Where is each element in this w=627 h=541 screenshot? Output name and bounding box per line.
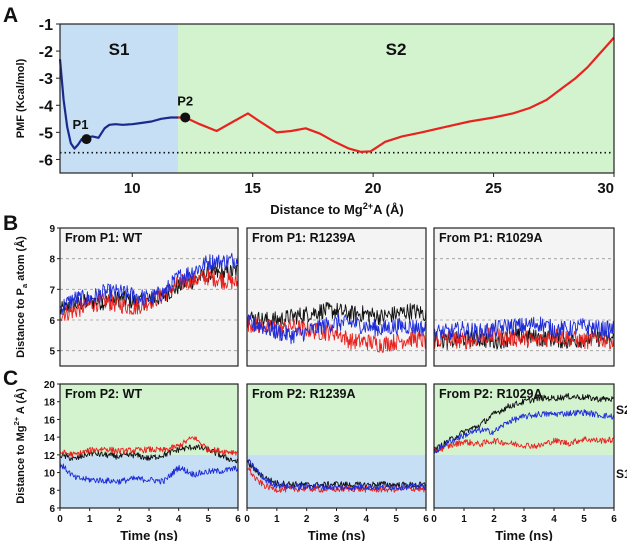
pmf-line-s1 — [58, 59, 178, 150]
xtick-label-a: 20 — [365, 180, 382, 197]
marker-p2 — [180, 112, 191, 123]
trace-black — [247, 301, 427, 329]
panel-bg — [434, 228, 614, 366]
ytick-label-c: 12 — [44, 451, 56, 462]
xtick-label-c: 0 — [431, 514, 437, 525]
ytick-label-b: 5 — [49, 347, 55, 358]
region-label-s1: S1 — [616, 467, 627, 481]
xtick-label-c: 3 — [146, 514, 152, 525]
ylabel-a: PMF (Kcal/mol) — [15, 58, 27, 138]
panel-title: From P1: WT — [65, 231, 142, 245]
xtick-label-c: 4 — [176, 514, 182, 525]
xlabel-a: Distance to Mg2+A (Å) — [270, 201, 403, 217]
xtick-label-c: 0 — [57, 514, 63, 525]
ytick-label-a: -6 — [39, 152, 53, 169]
xtick-label-a: 15 — [244, 180, 261, 197]
xlabel-c: Time (ns) — [308, 528, 366, 541]
xtick-label-c: 0 — [244, 514, 250, 525]
ytick-label-c: 16 — [44, 415, 56, 426]
panel-title: From P2: R1239A — [252, 387, 356, 401]
ylabel-b: Distance to Pa atom (Å) — [14, 236, 29, 358]
panel-title: From P2: R1029A — [439, 387, 543, 401]
xtick-label-c: 4 — [551, 514, 557, 525]
panel-label-b: B — [3, 212, 18, 235]
trace-blue — [246, 458, 427, 492]
region-s1 — [60, 24, 179, 173]
axes-frame-b — [246, 227, 427, 367]
axes-frame-a — [59, 23, 615, 174]
xtick-label-c: 6 — [611, 514, 617, 525]
ytick-label-c: 20 — [44, 380, 56, 391]
trace-red — [433, 326, 615, 350]
trace-blue — [59, 252, 239, 316]
region-s2 — [178, 24, 614, 173]
ytick-label-c: 14 — [44, 433, 56, 444]
xtick-label-c: 2 — [117, 514, 123, 525]
region-label-s2: S2 — [616, 403, 627, 417]
panel-label-c: C — [3, 367, 18, 390]
xtick-label-c: 5 — [206, 514, 212, 525]
panel-bg — [247, 228, 426, 366]
ylabel-c: Distance to Mg2+ A (Å) — [12, 388, 27, 504]
ytick-label-a: -5 — [39, 125, 53, 142]
ytick-label-c: 10 — [44, 469, 56, 480]
xtick-label-c: 5 — [581, 514, 587, 525]
ytick-label-b: 7 — [49, 285, 55, 296]
trace-blue — [246, 314, 427, 345]
ytick-label-c: 8 — [49, 486, 55, 497]
xtick-label-c: 1 — [461, 514, 467, 525]
xtick-label-c: 3 — [521, 514, 527, 525]
xlabel-c: Time (ns) — [120, 528, 178, 541]
trace-red — [433, 436, 615, 454]
region-s2-bg — [60, 384, 238, 455]
panel-label-a: A — [3, 4, 18, 27]
xtick-label-c: 2 — [304, 514, 310, 525]
xtick-label-a: 10 — [124, 180, 141, 197]
xtick-label-c: 1 — [274, 514, 280, 525]
ytick-label-a: -1 — [39, 17, 53, 34]
xlabel-c: Time (ns) — [495, 528, 553, 541]
pmf-line-s2 — [178, 36, 615, 153]
trace-blue — [433, 409, 615, 454]
xtick-label-c: 6 — [423, 514, 429, 525]
region-label-s2: S2 — [386, 40, 407, 59]
xtick-label-c: 1 — [87, 514, 93, 525]
ytick-label-b: 6 — [49, 316, 55, 327]
axes-frame-b — [433, 227, 615, 367]
panel-title: From P1: R1239A — [252, 231, 356, 245]
xtick-label-c: 2 — [491, 514, 497, 525]
xtick-label-a: 25 — [485, 180, 502, 197]
xtick-label-a: 30 — [597, 180, 614, 197]
panel-title: From P1: R1029A — [439, 231, 543, 245]
region-label-s1: S1 — [109, 40, 130, 59]
ytick-label-c: 6 — [49, 504, 55, 515]
axes-frame-b — [59, 227, 239, 367]
region-s2-bg — [247, 384, 426, 455]
xtick-label-c: 6 — [235, 514, 241, 525]
marker-p1 — [81, 134, 92, 145]
marker-label-p2: P2 — [177, 93, 193, 108]
trace-red — [59, 268, 239, 322]
xtick-label-c: 4 — [364, 514, 370, 525]
panel-title: From P2: WT — [65, 387, 142, 401]
ytick-label-b: 8 — [49, 255, 55, 266]
ytick-label-b: 9 — [49, 224, 55, 235]
ytick-label-a: -3 — [39, 71, 53, 88]
region-s2-bg — [434, 384, 614, 455]
trace-blue — [59, 461, 239, 485]
xtick-label-c: 5 — [393, 514, 399, 525]
ytick-label-a: -4 — [39, 98, 53, 115]
region-s1-bg — [434, 454, 614, 508]
ytick-label-a: -2 — [39, 44, 53, 61]
marker-label-p1: P1 — [73, 117, 89, 132]
trace-red — [59, 436, 239, 458]
ytick-label-c: 18 — [44, 398, 56, 409]
xtick-label-c: 3 — [334, 514, 340, 525]
trace-blue — [433, 316, 615, 342]
